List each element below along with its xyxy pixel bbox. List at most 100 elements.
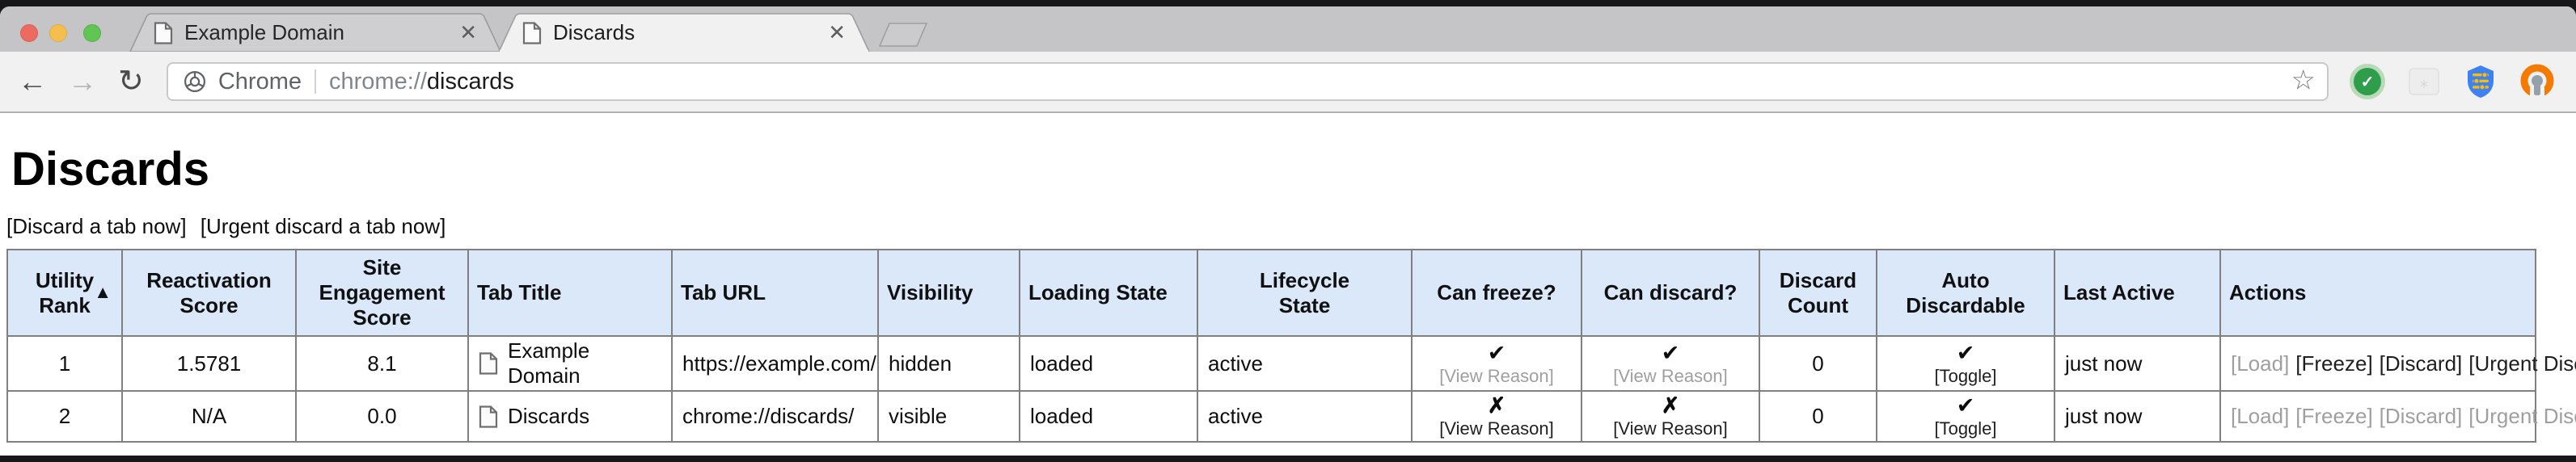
load-link[interactable]: [Load] — [2231, 351, 2290, 376]
url-text: chrome://discards — [329, 69, 514, 95]
col-tab-url[interactable]: Tab URL — [671, 249, 879, 337]
reactivation-score-cell: 1.5781 — [121, 335, 297, 392]
tab-title-cell: Example Domain — [467, 335, 673, 392]
cross-icon: ✗ — [1487, 393, 1506, 418]
back-icon[interactable]: ← — [18, 65, 47, 98]
check-icon: ✔ — [1956, 393, 1975, 418]
discard-link[interactable]: [Discard] — [2379, 351, 2463, 376]
tab-url-cell: chrome://discards/ — [671, 390, 879, 443]
utility-rank-cell: 1 — [6, 335, 123, 392]
discard-now-links: [Discard a tab now] [Urgent discard a ta… — [6, 214, 2576, 239]
extension-icons: ✓ ⁎ — [2350, 64, 2555, 99]
toggle-link[interactable]: [Toggle] — [1934, 365, 1997, 386]
toggle-link[interactable]: [Toggle] — [1934, 418, 1997, 439]
tab-shape — [129, 13, 501, 52]
col-auto-discardable[interactable]: Auto Discardable — [1876, 249, 2055, 337]
last-active-cell: just now — [2054, 390, 2221, 443]
visibility-cell: hidden — [877, 335, 1020, 392]
tab-close-icon[interactable]: ✕ — [459, 20, 477, 44]
green-check-extension-icon[interactable]: ✓ — [2350, 64, 2385, 99]
col-discard-count[interactable]: Discard Count — [1759, 249, 1877, 337]
keyhole-icon — [2520, 64, 2554, 99]
omnibox-separator — [315, 69, 316, 94]
can-freeze-cell: ✗ [View Reason] — [1411, 390, 1582, 443]
site-label: Chrome — [217, 68, 302, 94]
discard-link[interactable]: [Discard] — [2379, 404, 2463, 428]
discard-count-cell: 0 — [1759, 390, 1877, 443]
utility-rank-cell: 2 — [6, 390, 123, 443]
col-loading-state[interactable]: Loading State — [1019, 249, 1198, 337]
can-discard-cell: ✔ [View Reason] — [1581, 335, 1760, 392]
tab-title: Example Domain — [184, 19, 344, 44]
close-window-button[interactable] — [20, 24, 38, 42]
tab-url-cell: https://example.com/ — [671, 335, 879, 392]
col-can-freeze[interactable]: Can freeze? — [1411, 249, 1582, 337]
discard-a-tab-now-link[interactable]: [Discard a tab now] — [6, 214, 187, 238]
load-link[interactable]: [Load] — [2231, 404, 2290, 428]
urgent-discard-link[interactable]: [Urgent Discard] — [2468, 404, 2576, 428]
url-host: discards — [426, 68, 514, 94]
col-last-active[interactable]: Last Active — [2054, 249, 2221, 337]
last-active-cell: just now — [2054, 335, 2221, 392]
minimize-window-button[interactable] — [49, 24, 67, 42]
col-actions[interactable]: Actions — [2219, 249, 2536, 337]
chrome-logo-icon — [184, 70, 205, 93]
loading-state-cell: loaded — [1019, 390, 1198, 443]
view-reason-link[interactable]: [View Reason] — [1613, 365, 1728, 386]
view-reason-link[interactable]: [View Reason] — [1439, 365, 1554, 386]
view-reason-link[interactable]: [View Reason] — [1439, 418, 1554, 439]
site-engagement-cell: 0.0 — [295, 390, 469, 443]
check-icon: ✔ — [1956, 340, 1975, 365]
new-tab-shape — [878, 23, 928, 47]
zoom-window-button[interactable] — [83, 24, 101, 42]
col-visibility[interactable]: Visibility — [877, 249, 1020, 337]
shield-settings-extension-icon[interactable] — [2463, 64, 2498, 99]
actions-cell: [Load][Freeze][Discard][Urgent Discard] — [2219, 335, 2576, 392]
bookmark-star-icon[interactable]: ☆ — [2291, 65, 2316, 96]
site-engagement-cell: 8.1 — [295, 335, 469, 392]
tab-example-domain[interactable]: Example Domain ✕ — [129, 13, 501, 52]
address-bar[interactable]: Chrome chrome://discards ☆ — [166, 62, 2329, 101]
col-site-engagement-score[interactable]: Site Engagement Score — [295, 249, 469, 337]
col-reactivation-score[interactable]: Reactivation Score — [121, 249, 297, 337]
view-reason-link[interactable]: [View Reason] — [1613, 418, 1728, 439]
table-row: 1 1.5781 8.1 Example Domain https://exam… — [6, 335, 2576, 392]
freeze-link[interactable]: [Freeze] — [2295, 351, 2373, 376]
tab-bar: Example Domain ✕ Discards ✕ — [0, 6, 2576, 52]
can-freeze-cell: ✔ [View Reason] — [1411, 335, 1582, 392]
cross-icon: ✗ — [1661, 393, 1680, 418]
col-can-discard[interactable]: Can discard? — [1581, 249, 1760, 337]
auto-discardable-cell: ✔ [Toggle] — [1876, 335, 2055, 392]
check-icon: ✓ — [2360, 73, 2375, 91]
forward-icon[interactable]: → — [68, 65, 97, 98]
actions-cell: [Load][Freeze][Discard][Urgent Discard] — [2219, 390, 2576, 443]
disabled-extension-icon[interactable]: ⁎ — [2406, 64, 2442, 99]
lifecycle-state-cell: active — [1197, 335, 1413, 392]
discard-count-cell: 0 — [1759, 335, 1877, 392]
freeze-link[interactable]: [Freeze] — [2295, 404, 2373, 428]
browser-window: Example Domain ✕ Discards ✕ — [0, 6, 2576, 456]
tab-close-icon[interactable]: ✕ — [828, 20, 846, 44]
vpn-keyhole-extension-icon[interactable] — [2519, 64, 2555, 99]
urgent-discard-a-tab-now-link[interactable]: [Urgent discard a tab now] — [200, 214, 446, 238]
reload-icon[interactable]: ↻ — [118, 65, 144, 99]
tab-title: Discards — [553, 19, 636, 44]
can-discard-cell: ✗ [View Reason] — [1581, 390, 1760, 443]
tab-title-cell: Discards — [467, 390, 673, 443]
loading-state-cell: loaded — [1019, 335, 1198, 392]
check-icon: ✔ — [1661, 340, 1680, 365]
col-utility-rank[interactable]: Utility Rank ▲ — [6, 249, 123, 337]
col-tab-title[interactable]: Tab Title — [467, 249, 673, 337]
page-favicon-icon — [479, 405, 498, 428]
check-icon: ✔ — [1487, 340, 1506, 365]
tab-discards[interactable]: Discards ✕ — [498, 13, 870, 52]
page-content: Discards [Discard a tab now] [Urgent dis… — [0, 142, 2576, 456]
browser-toolbar: ← → ↻ Chrome chrome://discards ☆ ✓ ⁎ — [0, 52, 2576, 113]
visibility-cell: visible — [877, 390, 1020, 443]
page-title: Discards — [11, 143, 210, 195]
col-lifecycle-state[interactable]: Lifecycle State — [1197, 249, 1413, 337]
new-tab-button[interactable] — [877, 23, 929, 47]
urgent-discard-link[interactable]: [Urgent Discard] — [2468, 351, 2576, 376]
lifecycle-state-cell: active — [1197, 390, 1413, 443]
page-favicon-icon — [479, 352, 498, 375]
